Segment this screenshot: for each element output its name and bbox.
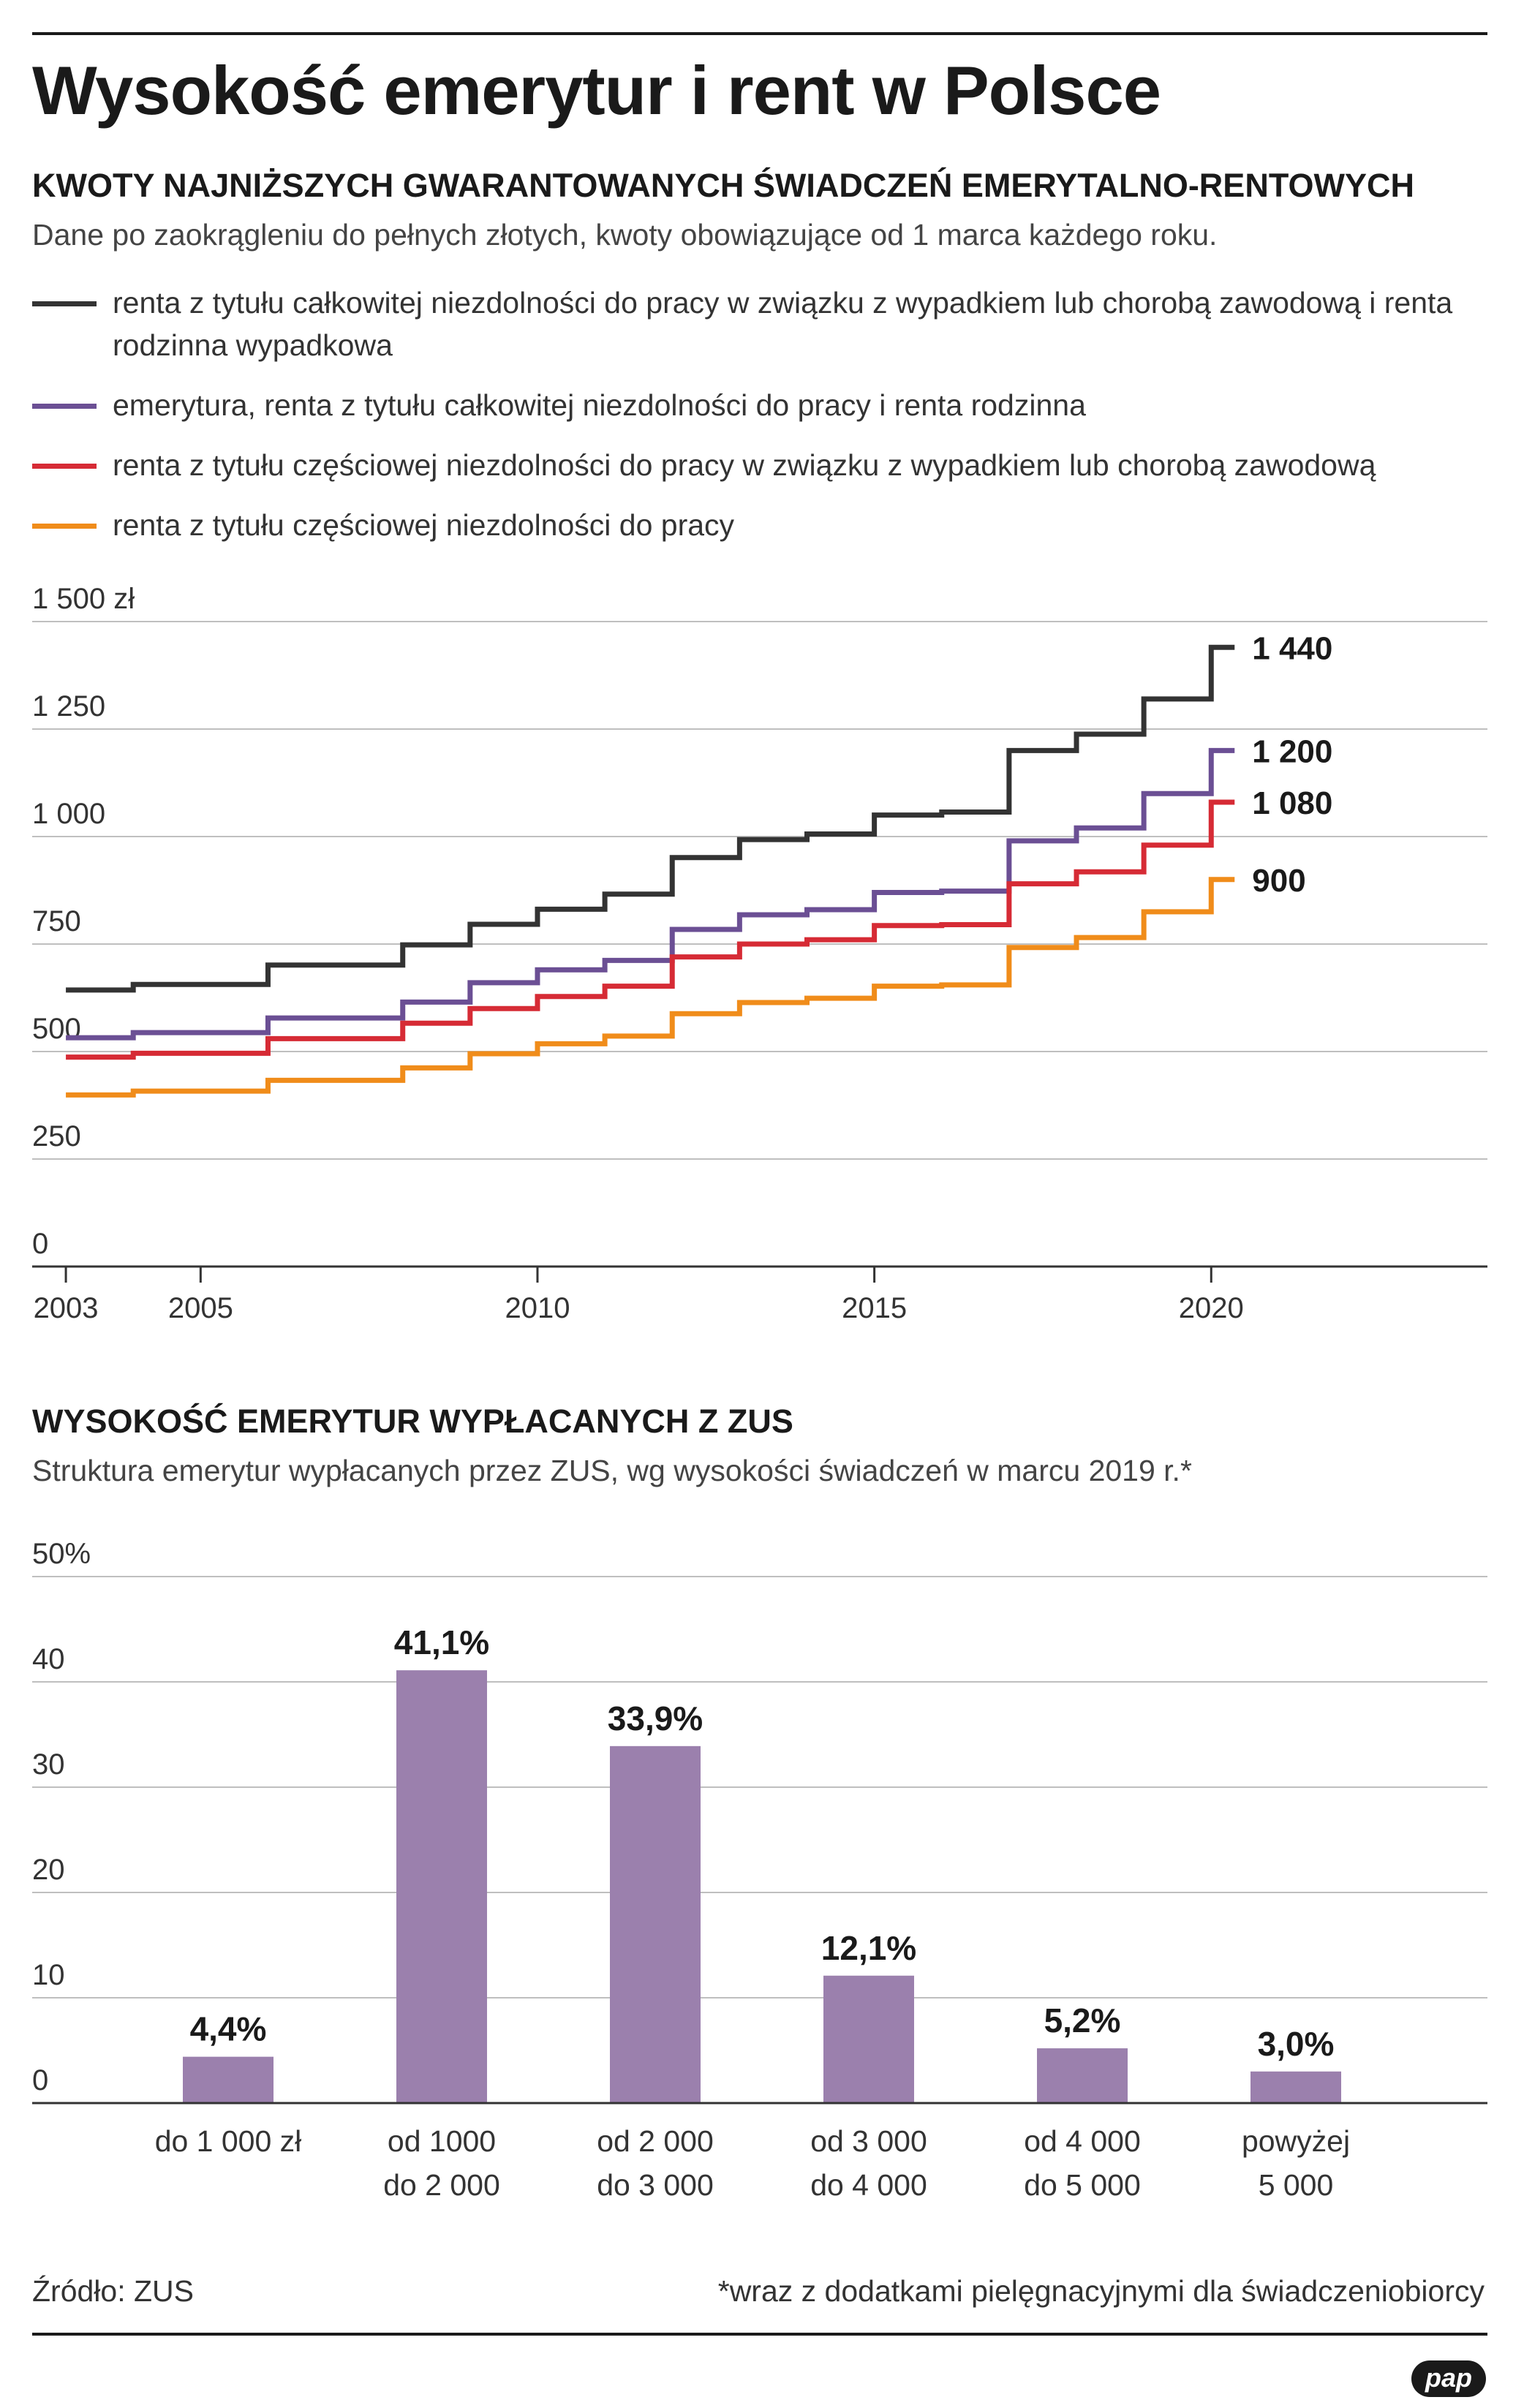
end-value-label: 1 080 (1252, 785, 1332, 821)
bar (183, 2056, 274, 2103)
end-value-label: 1 440 (1252, 630, 1332, 666)
end-value-label: 900 (1252, 863, 1305, 899)
category-label: do 1 000 zł (155, 2124, 302, 2158)
y-tick-label: 0 (32, 2064, 48, 2096)
legend-label: emerytura, renta z tytułu całkowitej nie… (113, 388, 1086, 422)
section1-subheading: Dane po zaokrągleniu do pełnych złotych,… (32, 218, 1218, 252)
bar-value-label: 3,0% (1258, 2025, 1335, 2063)
bar (610, 1745, 701, 2103)
x-tick-label: 2015 (842, 1292, 907, 1324)
bar (396, 1670, 487, 2103)
bar-value-label: 12,1% (821, 1929, 916, 1967)
category-label: do 2 000 (383, 2168, 500, 2202)
bar-chart: 0 10 20 30 40 50% 4,4% do 1 000 zł 41,1% od 1000 d… (32, 1538, 1487, 2202)
x-tick-label: 2020 (1179, 1292, 1244, 1324)
legend-swatch (32, 404, 97, 409)
legend-label: renta z tytułu całkowitej niezdolności d… (113, 286, 1453, 362)
legend-swatch (32, 301, 97, 306)
category-label: 5 000 (1259, 2168, 1334, 2202)
legend-label: renta z tytułu częściowej niezdolności d… (113, 448, 1376, 482)
x-tick-label: 2003 (34, 1292, 99, 1324)
page-title: Wysokość emerytur i rent w Polsce (32, 52, 1161, 129)
legend-label: renta z tytułu częściowej niezdolności d… (113, 508, 735, 542)
bar (823, 1975, 914, 2103)
category-label: do 5 000 (1024, 2168, 1141, 2202)
bottom-rule (32, 2333, 1487, 2336)
x-tick-label: 2005 (168, 1292, 233, 1324)
footnote: *wraz z dodatkami pielęgnacyjnymi dla św… (717, 2274, 1485, 2308)
legend-item: renta z tytułu częściowej niezdolności d… (32, 444, 1495, 486)
y-tick-label: 1 500 zł (32, 583, 135, 615)
series-line (66, 877, 1235, 1098)
bar-value-label: 5,2% (1044, 2001, 1121, 2039)
y-tick-label: 30 (32, 1748, 65, 1781)
y-tick-label: 250 (32, 1120, 81, 1152)
section1-heading: KWOTY NAJNIŻSZYCH GWARANTOWANYCH ŚWIADCZ… (32, 167, 1414, 204)
source-note: Źródło: ZUS (32, 2274, 194, 2308)
category-label: do 3 000 (597, 2168, 714, 2202)
bar-value-label: 4,4% (190, 2010, 267, 2048)
y-tick-label: 40 (32, 1643, 65, 1675)
y-tick-label: 0 (32, 1228, 48, 1260)
section2-heading: WYSOKOŚĆ EMERYTUR WYPŁACANYCH Z ZUS (32, 1403, 793, 1440)
category-label: powyżej (1242, 2124, 1350, 2158)
category-label: do 4 000 (810, 2168, 927, 2202)
section2-subheading: Struktura emerytur wypłacanych przez ZUS… (32, 1454, 1192, 1487)
bar-value-label: 33,9% (608, 1699, 703, 1737)
bar (1037, 2048, 1128, 2103)
end-value-label: 1 200 (1252, 733, 1332, 769)
y-tick-label: 1 000 (32, 798, 105, 830)
line-chart-legend: renta z tytułu całkowitej niezdolności d… (32, 282, 1495, 564)
pap-logo: pap (1411, 2360, 1486, 2397)
series-line (66, 747, 1235, 1041)
legend-item: emerytura, renta z tytułu całkowitej nie… (32, 384, 1495, 426)
legend-swatch (32, 524, 97, 529)
category-label: od 4 000 (1024, 2124, 1141, 2158)
y-tick-label: 750 (32, 905, 81, 937)
bar (1250, 2071, 1341, 2103)
bar-value-label: 41,1% (394, 1623, 489, 1661)
top-rule (32, 32, 1487, 35)
y-tick-label: 20 (32, 1854, 65, 1886)
legend-item: renta z tytułu całkowitej niezdolności d… (32, 282, 1495, 366)
category-label: od 2 000 (597, 2124, 714, 2158)
y-tick-label: 1 250 (32, 690, 105, 722)
y-tick-label: 50% (32, 1538, 91, 1570)
y-tick-label: 10 (32, 1959, 65, 1991)
series-line (66, 799, 1235, 1060)
x-tick-label: 2010 (505, 1292, 570, 1324)
legend-swatch (32, 464, 97, 469)
legend-item: renta z tytułu częściowej niezdolności d… (32, 504, 1495, 546)
series-line (66, 644, 1235, 993)
category-label: od 1000 (388, 2124, 496, 2158)
category-label: od 3 000 (810, 2124, 927, 2158)
